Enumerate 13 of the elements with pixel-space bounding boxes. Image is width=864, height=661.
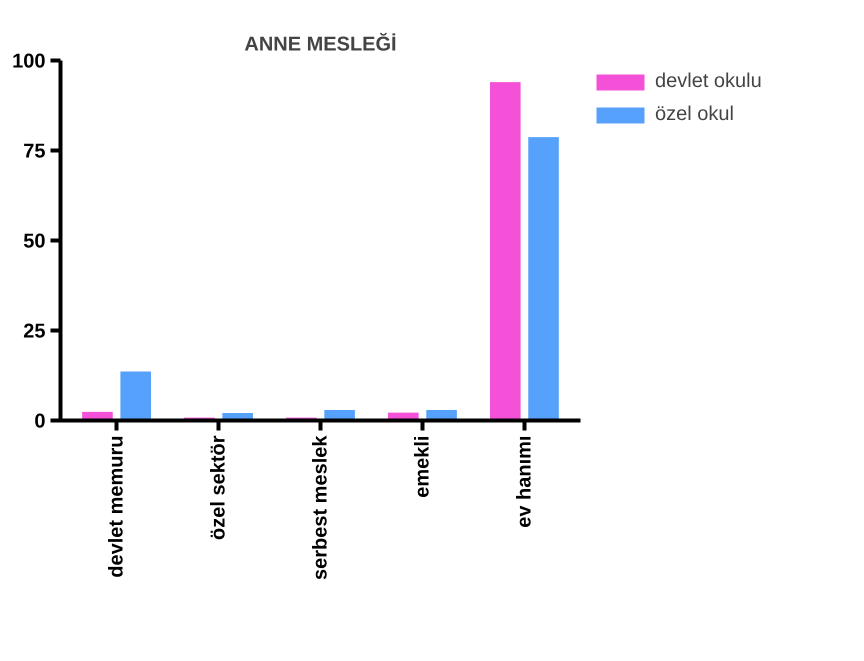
legend-label: devlet okulu [655,70,762,93]
x-tick-label: devlet memuru [106,436,128,578]
y-tick-label: 25 [23,320,46,342]
x-tick-label: ev hanımı [513,435,536,528]
x-tick-label: emekli [411,436,434,498]
y-tick-label: 75 [23,140,46,162]
x-tick-label: serbest meslek [310,434,332,580]
legend-label: özel okul [655,103,734,126]
x-tick-label: özel sektör [208,435,230,540]
chart-title: ANNE MESLEĞİ [244,32,397,56]
y-tick-label: 50 [23,230,46,252]
y-tick-label: 100 [12,50,46,72]
y-tick-label: 0 [34,410,46,432]
